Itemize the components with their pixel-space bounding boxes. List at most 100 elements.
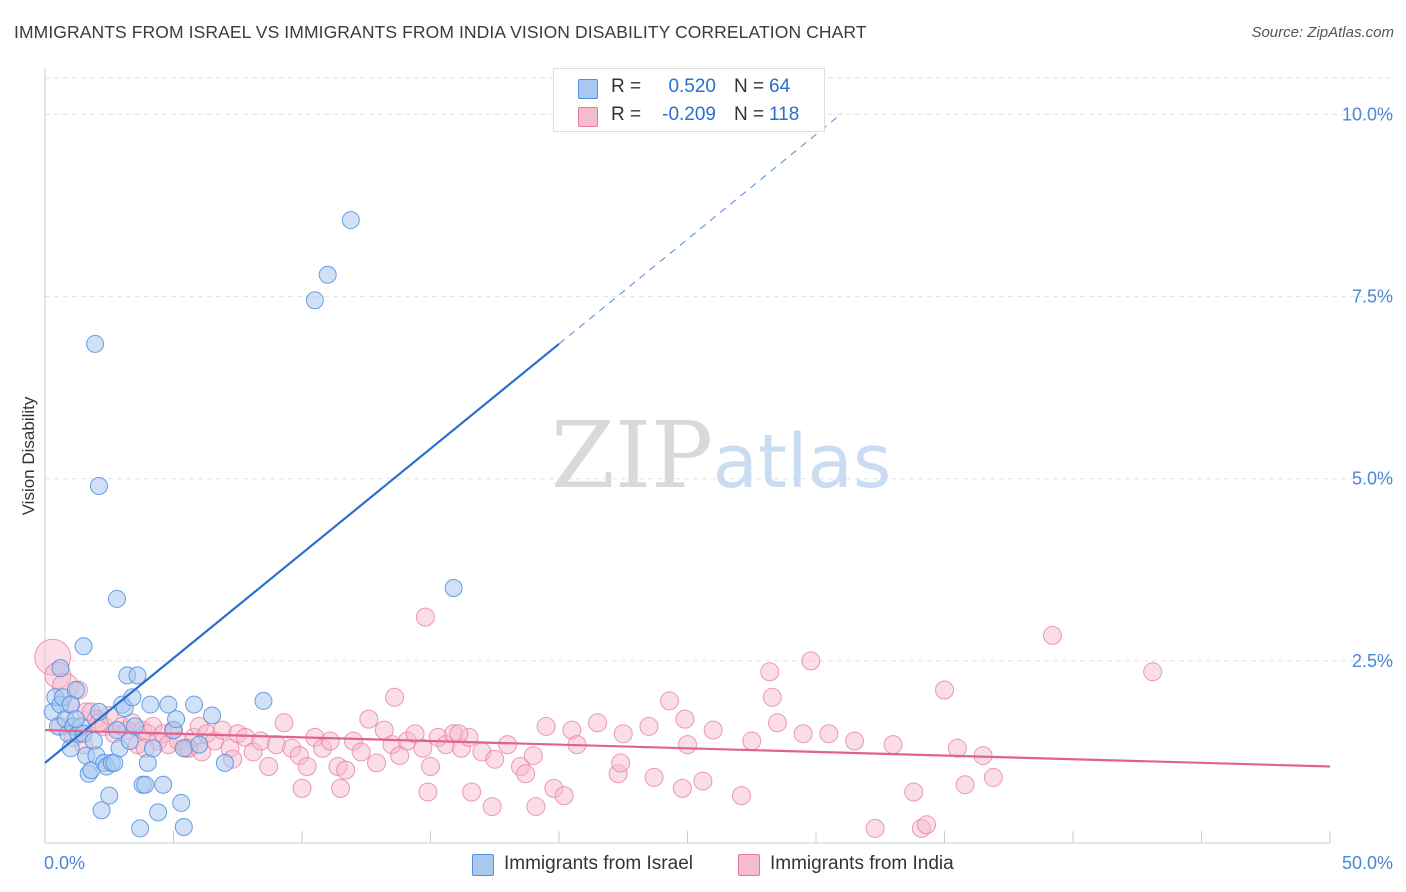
- israel-point: [159, 695, 178, 714]
- r-label: R =: [611, 76, 642, 97]
- india-point: [672, 778, 692, 798]
- israel-point: [131, 819, 150, 838]
- israel-point: [190, 735, 209, 754]
- india-point: [678, 735, 697, 755]
- israel-point: [444, 579, 463, 597]
- india-point: [917, 815, 937, 835]
- israel-point: [149, 803, 168, 822]
- india-point: [644, 767, 664, 787]
- india-point: [259, 757, 279, 776]
- israel-point: [125, 717, 144, 736]
- india-point: [1042, 625, 1062, 645]
- india-point: [485, 749, 505, 769]
- legend-label-israel: Immigrants from Israel: [504, 853, 693, 874]
- india-point: [613, 724, 633, 744]
- israel-point: [66, 710, 85, 729]
- india-point: [742, 731, 762, 751]
- india-swatch: [738, 854, 760, 876]
- israel-point: [141, 695, 160, 714]
- correlation-legend: R = 0.520 N = 64 R = -0.209 N = 118: [553, 68, 825, 132]
- india-point: [819, 724, 839, 744]
- india-point: [449, 724, 469, 744]
- india-point: [482, 797, 502, 817]
- india-point: [331, 778, 351, 798]
- india-point: [367, 753, 387, 773]
- israel-point: [74, 637, 93, 656]
- series-legend: Immigrants from Israel Immigrants from I…: [0, 852, 1406, 880]
- india-point: [703, 720, 723, 740]
- india-point: [760, 662, 780, 682]
- israel-point: [51, 659, 70, 678]
- y-tick-label: 2.5%: [1352, 651, 1393, 671]
- israel-swatch: [578, 79, 598, 99]
- x-tick-label: 0.0%: [44, 853, 85, 873]
- india-point: [351, 742, 371, 762]
- india-point: [516, 764, 536, 784]
- india-point: [297, 757, 317, 776]
- israel-point: [86, 334, 105, 353]
- chart-title: IMMIGRANTS FROM ISRAEL VS IMMIGRANTS FRO…: [14, 22, 867, 42]
- india-point: [498, 735, 518, 755]
- israel-point: [143, 739, 162, 758]
- israel-point: [167, 710, 186, 729]
- india-point: [405, 724, 425, 744]
- india-point: [904, 782, 924, 802]
- gridlines: [45, 77, 1395, 662]
- india-point: [462, 782, 482, 802]
- india-point: [359, 709, 379, 729]
- india-point: [947, 738, 967, 758]
- india-swatch: [578, 107, 598, 127]
- india-point: [731, 786, 751, 806]
- india-point: [526, 797, 546, 817]
- india-point: [983, 767, 1003, 787]
- india-point: [523, 746, 543, 766]
- india-points: [34, 607, 1163, 838]
- israel-point: [174, 817, 193, 836]
- israel-point: [89, 477, 108, 495]
- india-point: [418, 782, 438, 802]
- israel-point: [203, 706, 222, 725]
- israel-point: [136, 775, 155, 794]
- r-value: 0.520: [668, 76, 716, 97]
- india-point: [413, 738, 433, 758]
- india-point: [385, 687, 405, 707]
- n-value: 118: [769, 104, 800, 125]
- israel-point: [305, 291, 324, 310]
- israel-point: [107, 589, 126, 608]
- india-point: [611, 753, 631, 773]
- watermark-zip: ZIP: [551, 402, 713, 509]
- n-value: 64: [769, 76, 791, 97]
- india-point: [845, 731, 865, 751]
- india-point: [675, 709, 695, 729]
- legend-row-israel: R = 0.520 N = 64: [554, 73, 824, 101]
- india-point: [415, 607, 435, 627]
- india-point: [693, 771, 713, 791]
- y-tick-label: 7.5%: [1352, 287, 1393, 307]
- watermark: ZIP atlas: [551, 402, 892, 509]
- tick-labels: 2.5% 5.0% 7.5% 10.0% 0.0% 50.0%: [44, 104, 1393, 873]
- india-point: [801, 651, 821, 671]
- legend-row-india: R = -0.209 N = 118: [554, 101, 824, 129]
- trend-lines: [44, 113, 1331, 768]
- india-trend-line: [44, 728, 1331, 768]
- india-point: [935, 680, 954, 700]
- israel-point: [215, 753, 234, 772]
- india-point: [320, 731, 340, 751]
- x-tick-label: 50.0%: [1342, 853, 1393, 873]
- india-point: [793, 724, 813, 744]
- n-label: N =: [734, 76, 765, 97]
- india-point: [1143, 662, 1163, 682]
- india-point: [274, 713, 294, 733]
- source-label: Source: ZipAtlas.com: [1251, 24, 1394, 41]
- israel-trend-extension: [558, 113, 843, 345]
- r-label: R =: [611, 104, 642, 125]
- india-point: [865, 818, 885, 838]
- india-point: [292, 778, 312, 798]
- israel-point: [341, 211, 360, 230]
- india-point: [554, 786, 574, 806]
- india-point: [762, 687, 782, 707]
- israel-point: [185, 695, 204, 714]
- n-label: N =: [734, 104, 765, 125]
- india-point: [421, 757, 440, 776]
